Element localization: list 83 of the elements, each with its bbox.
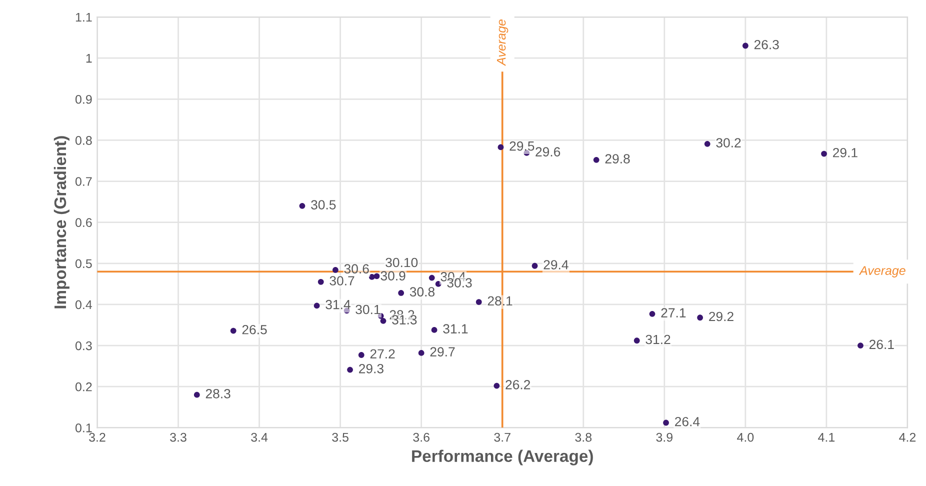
point [663,420,669,426]
point [494,382,500,389]
point [230,328,236,334]
y-axis-title: Importance (Gradient) [54,136,70,308]
annotation: 30.1 [356,304,380,314]
point [314,302,320,309]
x-tick-label: 4.2 [899,432,916,442]
x-tick-label: 3.2 [89,432,106,442]
annotation: 30.6 [344,264,369,274]
annotation: 30.5 [311,200,336,210]
annotation: 30.2 [716,138,741,148]
y-tick-label: 1 [86,54,92,63]
point [649,310,656,317]
ref-line-label: Average [858,266,906,278]
annotation: 26.2 [506,380,530,390]
point [858,342,864,348]
point [697,314,703,321]
point [821,150,827,157]
point [398,290,404,296]
annotation: 31.4 [326,300,350,310]
point [418,350,424,356]
y-tick-label: 0.6 [75,218,92,227]
point [634,338,640,344]
x-tick-label: 3.3 [170,432,186,442]
x-axis-title: Performance (Average) [412,450,593,466]
annotation: 29.4 [544,260,568,270]
y-tick-label: 0.8 [75,136,92,145]
annotation: 29.8 [605,154,630,164]
point [374,273,380,280]
point [332,267,338,273]
annotation: 30.10 [386,258,418,268]
annotation: 29.1 [833,148,858,158]
annotation: 27.2 [370,349,395,358]
x-tick-label: 3.5 [332,432,348,442]
y-tick-label: 0.3 [75,341,92,350]
y-tick-label: 0.9 [75,94,92,104]
y-tick-label: 0.2 [75,382,92,392]
y-tick-label: 0.7 [75,177,92,186]
annotation: 28.1 [488,296,512,306]
annotation: 29.5 [510,141,534,151]
y-tick-label: 1.1 [76,12,92,22]
ref-line-label: Average [496,20,508,66]
point [318,278,324,285]
point [431,326,438,333]
point [358,352,364,358]
annotation: 26.4 [675,416,700,426]
annotation: 29.2 [709,312,734,322]
annotation: 29.7 [430,347,455,356]
point [299,202,306,209]
point [498,144,504,150]
annotation: 30.9 [380,271,406,281]
point [368,274,375,280]
point [347,366,353,373]
y-tick-label: 0.1 [75,423,92,432]
x-tick-label: 3.6 [413,432,430,442]
annotation: 26.1 [869,340,894,350]
y-tick-label: 0.5 [75,259,92,268]
point [428,274,435,281]
y-tick-label: 0.4 [75,300,92,310]
annotation: 27.1 [661,308,686,318]
x-tick-label: 4.1 [818,433,835,442]
annotation: 26.5 [242,324,267,334]
annotation: 29.6 [536,147,560,156]
annotation: 28.3 [206,389,230,398]
annotation: 26.3 [754,40,779,50]
point [380,318,386,324]
annotation: 30.8 [410,287,435,297]
point [742,42,748,49]
x-tick-label: 3.4 [251,432,268,442]
point [194,392,200,398]
annotation: 30.7 [330,276,354,286]
point [476,299,482,305]
point [532,262,538,269]
annotation: 31.1 [443,324,468,334]
annotation: 29.3 [359,364,384,374]
annotation: 31.2 [646,334,670,344]
x-tick-label: 3.7 [494,432,510,442]
point [704,140,710,147]
x-tick-label: 3.8 [575,432,592,442]
x-tick-label: 3.9 [656,432,672,442]
point [593,156,600,163]
x-tick-label: 4.0 [737,432,754,442]
point [435,281,442,287]
